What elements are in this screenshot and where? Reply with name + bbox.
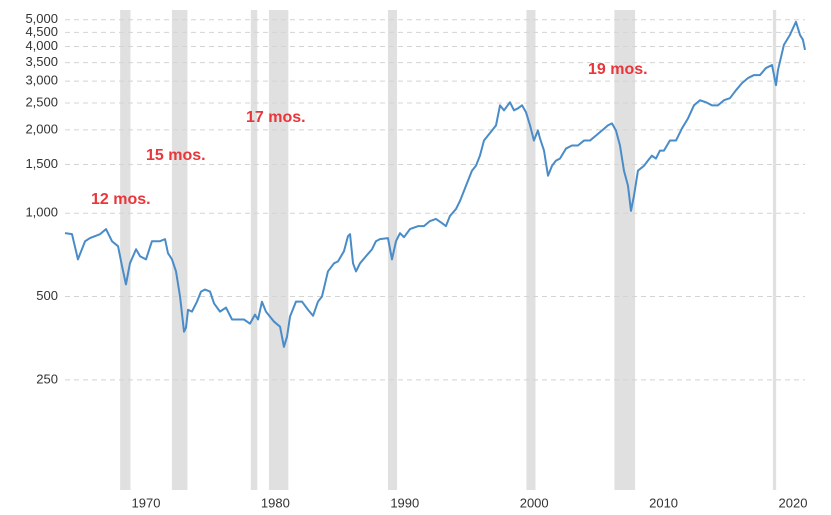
y-tick-label: 1,000 — [25, 205, 58, 220]
y-tick-label: 4,500 — [25, 24, 58, 39]
x-tick-label: 1980 — [261, 495, 290, 510]
x-tick-label: 2010 — [649, 495, 678, 510]
annotation: 12 mos. — [91, 191, 151, 208]
recession-band — [387, 10, 398, 490]
recession-band — [526, 10, 536, 490]
annotation: 15 mos. — [146, 147, 206, 164]
y-tick-label: 2,000 — [25, 121, 58, 136]
recession-band — [772, 10, 777, 490]
x-tick-label: 2020 — [779, 495, 808, 510]
y-tick-label: 2,500 — [25, 94, 58, 109]
price-line — [64, 20, 806, 348]
x-tick-label: 1990 — [390, 495, 419, 510]
y-tick-label: 3,000 — [25, 73, 58, 88]
y-tick-label: 500 — [36, 288, 58, 303]
recession-band — [120, 10, 131, 490]
y-tick-label: 5,000 — [25, 11, 58, 26]
recession-band — [268, 10, 289, 490]
recession-band — [171, 10, 188, 490]
y-tick-label: 250 — [36, 371, 58, 386]
x-tick-label: 2000 — [520, 495, 549, 510]
annotation: 19 mos. — [588, 61, 648, 78]
y-tick-label: 4,000 — [25, 38, 58, 53]
recession-band — [614, 10, 636, 490]
y-tick-label: 1,500 — [25, 156, 58, 171]
x-tick-label: 1970 — [132, 495, 161, 510]
recession-band — [250, 10, 258, 490]
y-tick-label: 3,500 — [25, 54, 58, 69]
annotation: 17 mos. — [246, 109, 306, 126]
